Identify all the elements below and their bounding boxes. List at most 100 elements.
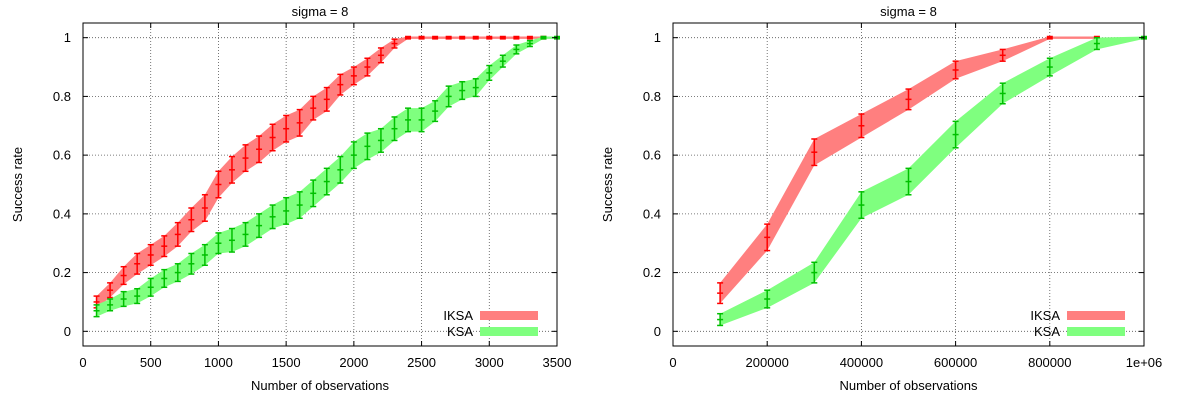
x-tick-label: 0	[79, 355, 86, 370]
legend-swatch-iksa	[1067, 311, 1125, 320]
data-point-iksa	[999, 48, 1006, 62]
x-axis-label: Number of observations	[839, 378, 978, 393]
legend-swatch-ksa	[1067, 327, 1125, 336]
data-point-ksa	[445, 85, 452, 108]
data-point-ksa	[323, 167, 330, 196]
y-tick-label: 0.4	[643, 206, 661, 221]
chart-title: sigma = 8	[880, 4, 937, 19]
data-point-ksa	[337, 155, 344, 184]
data-point-iksa	[432, 35, 439, 40]
y-tick-label: 0.2	[643, 265, 661, 280]
y-tick-label: 0.6	[643, 148, 661, 163]
x-tick-label: 2500	[407, 355, 436, 370]
chart-right: 0 200000 400000 600000 800000 1e+06 0 0.2 0.4 0.6…	[600, 4, 1162, 393]
data-point-ksa	[120, 290, 127, 308]
y-axis-label: Success rate	[10, 147, 25, 222]
data-point-iksa	[858, 113, 865, 139]
x-tick-label: 1500	[272, 355, 301, 370]
data-point-ksa	[905, 167, 912, 196]
data-point-ksa	[188, 252, 195, 275]
data-point-iksa	[364, 57, 371, 77]
data-point-ksa	[1046, 57, 1053, 77]
data-point-iksa	[120, 265, 127, 286]
data-point-iksa	[310, 95, 317, 121]
data-point-ksa	[499, 54, 506, 68]
data-point-iksa	[811, 138, 818, 167]
data-point-iksa	[717, 282, 724, 305]
data-point-iksa	[269, 123, 276, 152]
data-point-ksa	[858, 191, 865, 220]
data-point-iksa	[242, 144, 249, 173]
y-tick-label: 0	[64, 324, 71, 339]
y-tick-label: 0.2	[53, 265, 71, 280]
x-tick-label: 1e+06	[1126, 355, 1163, 370]
x-tick-label: 2000	[339, 355, 368, 370]
data-point-iksa	[323, 86, 330, 112]
legend-label-iksa: IKSA	[1030, 308, 1060, 323]
x-tick-label: 3000	[475, 355, 504, 370]
y-tick-label: 0.6	[53, 148, 71, 163]
data-point-iksa	[283, 114, 290, 143]
y-tick-label: 0.8	[53, 89, 71, 104]
data-point-iksa	[256, 135, 263, 164]
y-tick-label: 0.8	[643, 89, 661, 104]
data-point-iksa	[952, 60, 959, 80]
data-point-iksa	[459, 35, 466, 40]
data-point-iksa	[486, 35, 493, 40]
data-point-iksa	[526, 35, 533, 40]
data-point-ksa	[472, 78, 479, 98]
data-point-ksa	[147, 277, 154, 297]
data-point-ksa	[310, 179, 317, 208]
y-tick-label: 0.4	[53, 206, 71, 221]
data-point-ksa	[418, 107, 425, 133]
x-tick-label: 3500	[543, 355, 572, 370]
data-point-ksa	[174, 263, 181, 283]
data-point-ksa	[459, 80, 466, 101]
x-tick-label: 200000	[746, 355, 789, 370]
data-point-ksa	[391, 116, 398, 142]
chart-title: sigma = 8	[292, 4, 349, 19]
series-band-iksa	[96, 36, 544, 308]
y-tick-label: 1	[64, 30, 71, 45]
data-point-iksa	[405, 35, 412, 40]
data-point-iksa	[418, 35, 425, 40]
y-tick-label: 0	[654, 324, 661, 339]
plot-frame	[672, 22, 1145, 347]
x-tick-label: 0	[669, 355, 676, 370]
data-point-ksa	[952, 120, 959, 149]
data-point-ksa	[256, 213, 263, 239]
x-tick-label: 500	[140, 355, 162, 370]
data-point-ksa	[215, 232, 222, 255]
data-point-ksa	[486, 64, 493, 82]
chart-left: 0 500 1000 1500 2000 2500 3000 3500 0 0.2 0.4 0.6 0.…	[10, 4, 571, 393]
x-tick-label: 1000	[204, 355, 233, 370]
data-point-ksa	[93, 304, 100, 318]
data-point-iksa	[764, 223, 771, 252]
data-point-ksa	[364, 132, 371, 161]
plot-frame	[82, 22, 558, 347]
data-point-iksa	[161, 235, 168, 258]
data-point-iksa	[472, 35, 479, 40]
data-point-ksa	[350, 141, 357, 170]
data-point-ksa	[242, 221, 249, 247]
data-point-ksa	[405, 107, 412, 133]
data-point-ksa	[201, 243, 208, 266]
x-tick-label: 800000	[1028, 355, 1071, 370]
data-point-iksa	[228, 155, 235, 184]
data-point-iksa	[350, 66, 357, 86]
data-point-iksa	[107, 282, 114, 299]
legend-swatch-ksa	[480, 327, 538, 336]
legend-swatch-iksa	[480, 311, 538, 320]
data-point-ksa	[764, 289, 771, 309]
data-point-iksa	[391, 38, 398, 49]
x-tick-label: 600000	[934, 355, 977, 370]
data-point-ksa	[269, 204, 276, 230]
data-point-ksa	[717, 312, 724, 327]
data-point-iksa	[499, 35, 506, 40]
data-point-iksa	[188, 207, 195, 233]
y-axis-label: Success rate	[600, 147, 615, 222]
data-point-ksa	[377, 127, 384, 153]
data-point-iksa	[201, 194, 208, 222]
x-tick-label: 400000	[840, 355, 883, 370]
data-point-iksa	[134, 252, 141, 275]
